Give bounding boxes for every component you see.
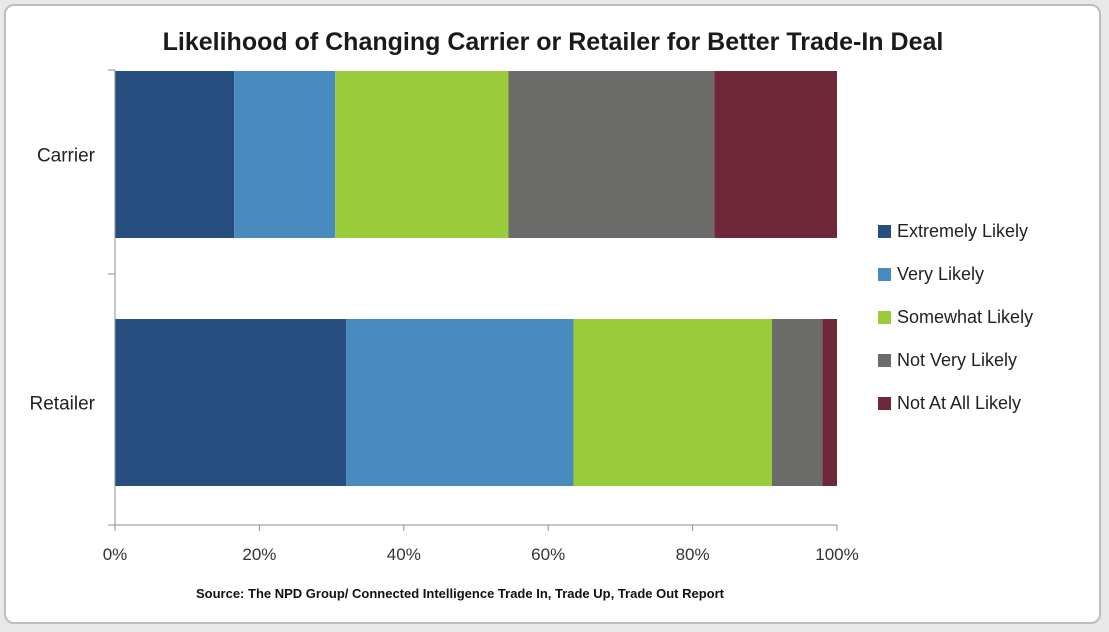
legend-swatch-not-very-likely [878,354,891,367]
x-tick-label: 60% [531,545,565,564]
legend-label-very-likely: Very Likely [897,264,984,284]
legend: Extremely Likely Very Likely Somewhat Like… [878,221,1033,413]
chart-title: Likelihood of Changing Carrier or Retail… [163,28,944,56]
bar-retailer-not-at-all-likely [822,319,837,486]
axes-group: 0% 20% 40% 60% 80% 100% [103,69,859,564]
bar-retailer-somewhat-likely [573,319,773,486]
bar-carrier-not-very-likely [508,71,715,238]
bar-carrier-not-at-all-likely [714,71,837,238]
bar-retailer-not-very-likely [772,319,823,486]
legend-swatch-somewhat-likely [878,311,891,324]
legend-label-extremely-likely: Extremely Likely [897,221,1028,241]
bar-retailer-extremely-likely [115,319,347,486]
legend-label-somewhat-likely: Somewhat Likely [897,307,1033,327]
bar-carrier-very-likely [234,71,336,238]
legend-swatch-very-likely [878,268,891,281]
x-tick-label: 0% [103,545,128,564]
bars-group: Carrier Retailer [30,71,837,486]
x-tick-label: 20% [242,545,276,564]
category-label-carrier: Carrier [37,146,96,167]
category-label-retailer: Retailer [30,394,96,415]
legend-label-not-very-likely: Not Very Likely [897,350,1017,370]
legend-swatch-extremely-likely [878,225,891,238]
bar-carrier-extremely-likely [115,71,235,238]
x-tick-label: 40% [387,545,421,564]
bar-carrier-somewhat-likely [335,71,509,238]
bar-retailer-very-likely [346,319,574,486]
legend-swatch-not-at-all-likely [878,397,891,410]
x-tick-label: 80% [676,545,710,564]
legend-label-not-at-all-likely: Not At All Likely [897,393,1021,413]
source-note: Source: The NPD Group/ Connected Intelli… [196,586,725,601]
x-tick-label: 100% [815,545,858,564]
